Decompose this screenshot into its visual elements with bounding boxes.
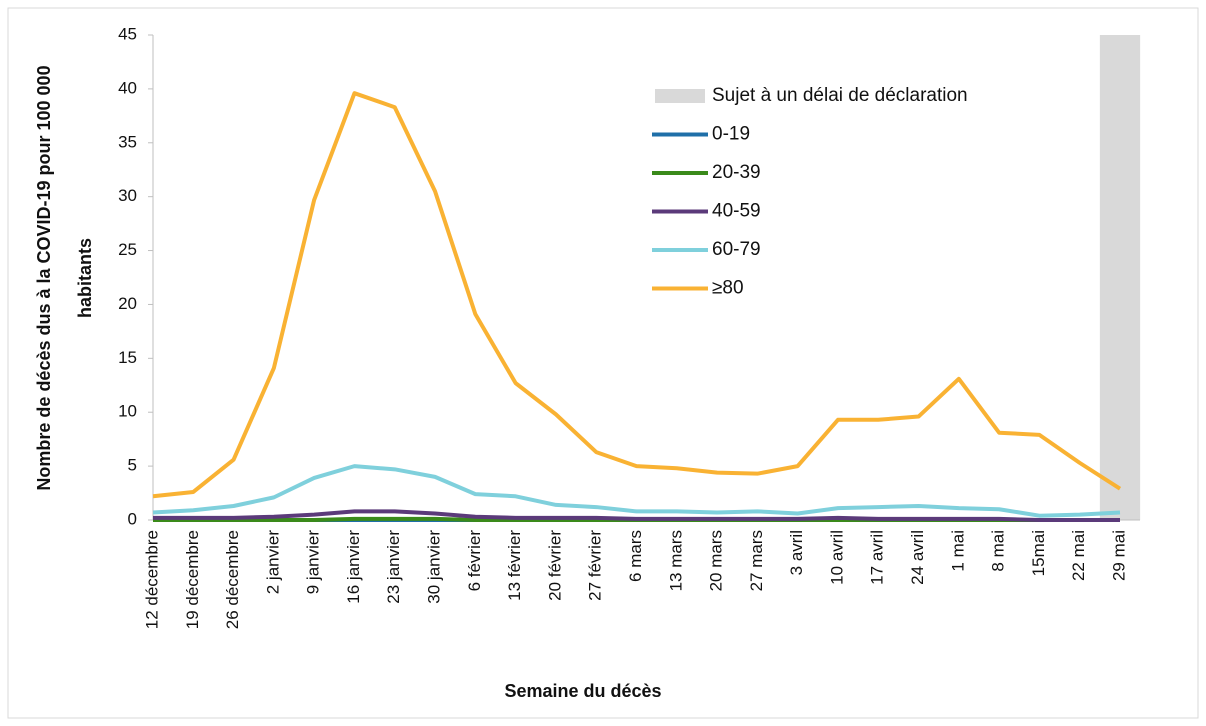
x-tick-label: 2 janvier: [263, 530, 282, 595]
x-tick-label: 13 février: [505, 530, 524, 601]
legend-label: Sujet à un délai de déclaration: [712, 85, 968, 106]
y-tick-label: 40: [118, 78, 137, 97]
x-tick-label: 23 janvier: [384, 530, 403, 604]
y-axis-title: Nombre de décès dus à la COVID-19 pour 1…: [34, 65, 54, 490]
x-tick-label: 13 mars: [666, 530, 685, 591]
x-tick-label: 19 décembre: [183, 530, 202, 629]
x-tick-label: 12 décembre: [142, 530, 161, 629]
y-tick-label: 5: [128, 456, 137, 475]
series-line: [153, 509, 1120, 522]
y-tick-label: 45: [118, 24, 137, 43]
x-tick-label: 9 janvier: [304, 530, 323, 595]
legend-swatch: [655, 89, 705, 103]
x-tick-label: 3 avril: [787, 530, 806, 575]
y-tick-label: 10: [118, 402, 137, 421]
x-tick-label: 6 mars: [626, 530, 645, 582]
shaded-bar: [1099, 35, 1141, 520]
x-tick-label: 1 mai: [948, 530, 967, 572]
x-tick-label: 22 mai: [1069, 530, 1088, 581]
legend-label: 60-79: [712, 239, 761, 260]
y-tick-label: 35: [118, 132, 137, 151]
series-line: [152, 464, 1121, 518]
y-tick-label: 0: [128, 509, 137, 528]
y-axis-title: habitants: [75, 238, 95, 318]
x-tick-label: 20 février: [545, 530, 564, 601]
y-tick-label: 15: [118, 348, 137, 367]
series-line: [152, 91, 1122, 499]
y-tick-label: 30: [118, 186, 137, 205]
y-tick-label: 20: [118, 294, 137, 313]
x-tick-label: 24 avril: [908, 530, 927, 585]
x-tick-label: 15mai: [1029, 530, 1048, 576]
legend-label: 0-19: [712, 124, 750, 145]
legend-label: 20-39: [712, 162, 761, 183]
x-tick-label: 29 mai: [1109, 530, 1128, 581]
x-tick-label: 27 mars: [747, 530, 766, 591]
x-tick-label: 27 février: [586, 530, 605, 601]
x-tick-label: 20 mars: [707, 530, 726, 591]
x-tick-label: 16 janvier: [344, 530, 363, 604]
x-tick-label: 10 avril: [827, 530, 846, 585]
x-tick-label: 6 février: [465, 530, 484, 592]
x-tick-label: 8 mai: [989, 530, 1008, 572]
y-tick-label: 25: [118, 240, 137, 259]
legend-label: ≥80: [712, 278, 744, 299]
x-tick-label: 17 avril: [868, 530, 887, 585]
x-axis-title: Semaine du décès: [504, 681, 661, 701]
chart-frame: [7, 7, 1199, 719]
x-tick-label: 26 décembre: [223, 530, 242, 629]
legend-label: 40-59: [712, 201, 761, 222]
x-tick-label: 30 janvier: [425, 530, 444, 604]
